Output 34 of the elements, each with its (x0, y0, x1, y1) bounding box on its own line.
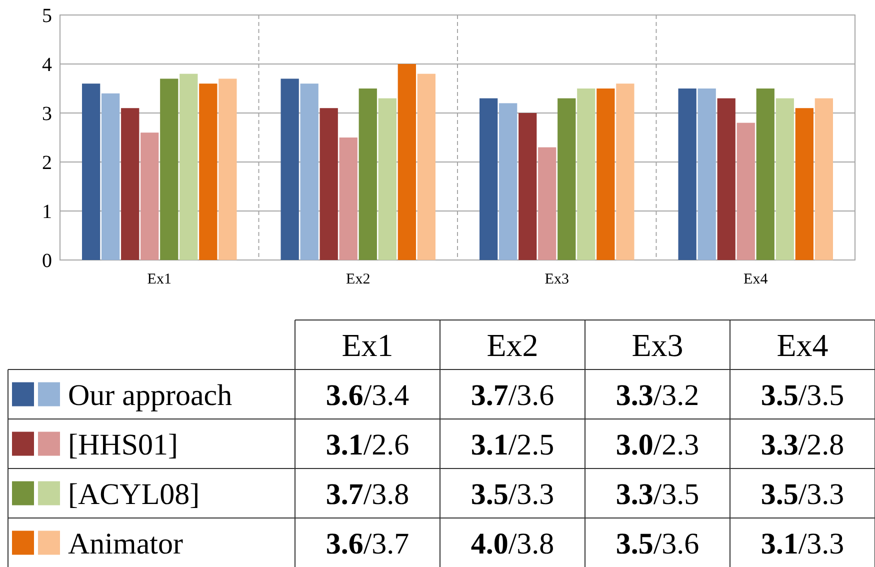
legend-label: Our approach (68, 378, 232, 412)
legend-label: [ACYL08] (68, 478, 200, 511)
text: 3.3/2.8 (760, 428, 844, 462)
y-tick-label: 5 (42, 5, 52, 27)
text: 3.1/3.3 (760, 527, 844, 560)
text: 3.1/2.5 (470, 428, 554, 462)
text: 3.3/3.2 (616, 378, 700, 412)
x-tick-label: Ex2 (346, 271, 370, 288)
y-tick-label: 1 (42, 201, 52, 223)
text: 3.7/3.8 (326, 478, 410, 511)
text: 3.5/3.5 (760, 378, 844, 412)
category-label: Ex4 (776, 326, 828, 363)
x-tick-label: Ex1 (147, 271, 172, 288)
text: 3.5/3.6 (616, 527, 700, 560)
text: 3.3/3.5 (616, 478, 700, 511)
text: 3.0/2.3 (616, 428, 700, 462)
legend-label: Animator (68, 527, 183, 560)
category-label: Ex1 (342, 326, 394, 363)
category-label: Ex3 (632, 326, 684, 363)
text: 3.7/3.6 (470, 378, 554, 412)
text: 3.1/2.6 (326, 428, 410, 462)
y-tick-label: 3 (42, 103, 52, 125)
legend-label: [HHS01] (68, 428, 178, 462)
y-tick-label: 4 (42, 54, 52, 76)
y-tick-label: 0 (42, 250, 52, 272)
category-label: Ex2 (486, 326, 538, 363)
text: 3.6/3.4 (326, 378, 410, 412)
text: 4.0/3.8 (470, 527, 554, 560)
x-tick-label: Ex4 (744, 271, 768, 288)
text: 3.5/3.3 (470, 478, 554, 511)
text: 3.6/3.7 (326, 527, 410, 560)
y-tick-label: 2 (42, 152, 52, 174)
x-tick-label: Ex3 (544, 271, 569, 288)
text: 3.5/3.3 (760, 478, 844, 511)
